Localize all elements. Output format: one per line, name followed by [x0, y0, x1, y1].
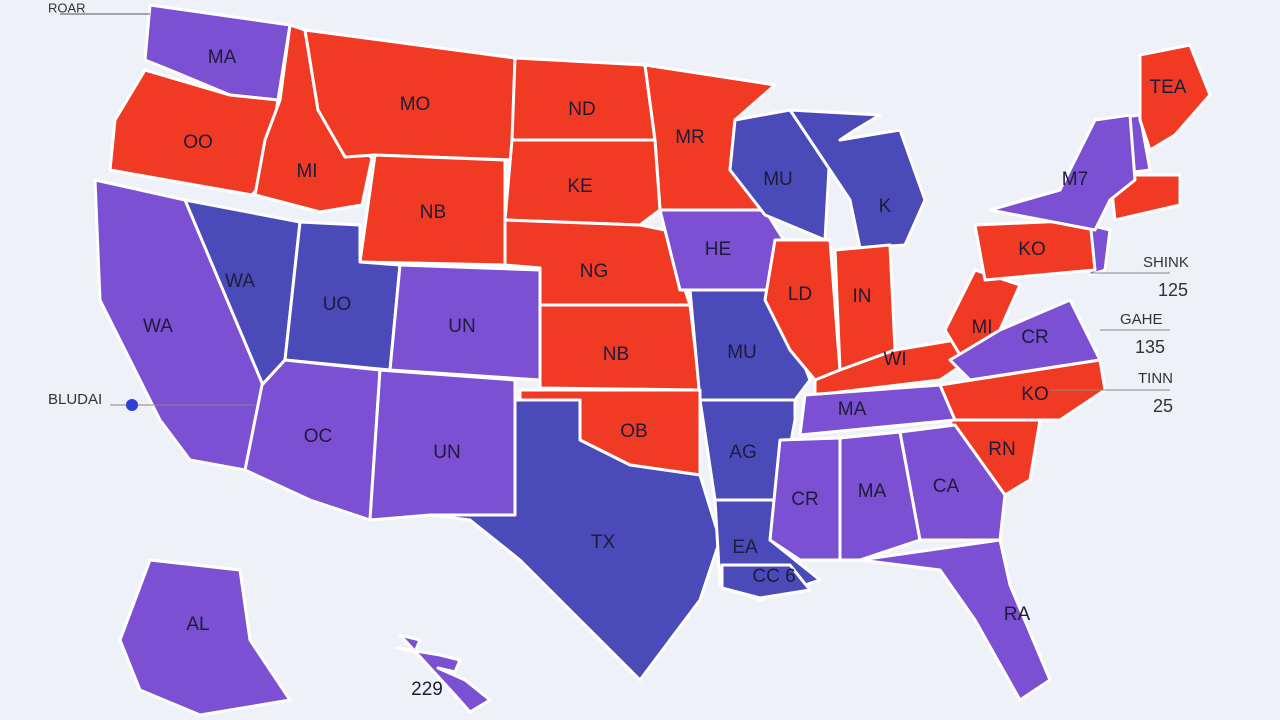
state-label: MA: [838, 399, 867, 420]
state: [838, 430, 922, 562]
state: [948, 298, 1102, 382]
state: [988, 113, 1137, 232]
state-label: OO: [183, 132, 213, 153]
state-label: MI: [296, 161, 317, 182]
state-label: MA: [208, 47, 237, 68]
state-label: 229: [411, 679, 443, 700]
state-label: TX: [591, 532, 616, 553]
state-label: CR: [1021, 327, 1048, 348]
state-label: TEA: [1150, 77, 1187, 98]
state-label: MO: [400, 94, 431, 115]
state: [898, 423, 1007, 542]
callout-value: 125: [1158, 280, 1188, 300]
state-label: RN: [988, 439, 1015, 460]
state-label: WI: [883, 349, 906, 370]
state-label: KE: [567, 176, 592, 197]
state: [118, 558, 292, 717]
state-label: AL: [186, 614, 209, 635]
state-label: WA: [225, 271, 255, 292]
state-label: OB: [620, 421, 647, 442]
state-label: M7: [1062, 169, 1088, 190]
state: [93, 178, 267, 472]
callout-label: GAHE: [1120, 311, 1163, 328]
state: [798, 383, 957, 437]
state-label: RA: [1004, 604, 1031, 625]
state: [720, 563, 812, 600]
callout-dot: [126, 399, 138, 411]
callout-label: SHINK: [1143, 254, 1189, 271]
state-label: AG: [729, 442, 756, 463]
state-label: WA: [143, 316, 173, 337]
state-label: UN: [448, 316, 475, 337]
state: [768, 436, 842, 562]
labels: MA OO MI MO ND MR KE NB NG HE MU K WA UO UN NB MU LD IN WI M…: [143, 47, 1187, 700]
state-label: LD: [788, 284, 812, 305]
states: [93, 3, 1212, 717]
callout-value: 25: [1153, 396, 1173, 416]
state-label: K: [879, 196, 892, 217]
state-label: OC: [304, 426, 333, 447]
state-label: UN: [433, 442, 460, 463]
state-label: HE: [705, 239, 731, 260]
state-label: MU: [763, 169, 793, 190]
state-label: IN: [853, 286, 872, 307]
state: [1138, 43, 1212, 152]
state-label: NG: [580, 261, 609, 282]
state-label: NB: [603, 344, 629, 365]
state: [396, 633, 492, 714]
state-label: NB: [420, 202, 446, 223]
state-label: KO: [1018, 239, 1045, 260]
state-label: MR: [675, 127, 705, 148]
state-label: MI: [971, 317, 992, 338]
state-label: CC 6: [752, 566, 795, 587]
state-label: ND: [568, 99, 595, 120]
state-label: CR: [791, 489, 818, 510]
state: [788, 108, 927, 250]
callout-value: 135: [1135, 337, 1165, 357]
callouts: BLUDAI SHINK 125 GAHE 135 TINN 25: [48, 254, 1189, 416]
corner-label: ROAR: [48, 0, 86, 15]
state-label: UO: [323, 294, 352, 315]
callout-label: BLUDAI: [48, 391, 102, 408]
state: [858, 538, 1052, 702]
state-label: MA: [858, 481, 887, 502]
state-label: KO: [1021, 384, 1048, 405]
state-label: CA: [933, 476, 960, 497]
state-label: EA: [732, 537, 758, 558]
callout-label: TINN: [1138, 370, 1173, 387]
state: [428, 398, 722, 682]
state-label: MU: [727, 342, 757, 363]
